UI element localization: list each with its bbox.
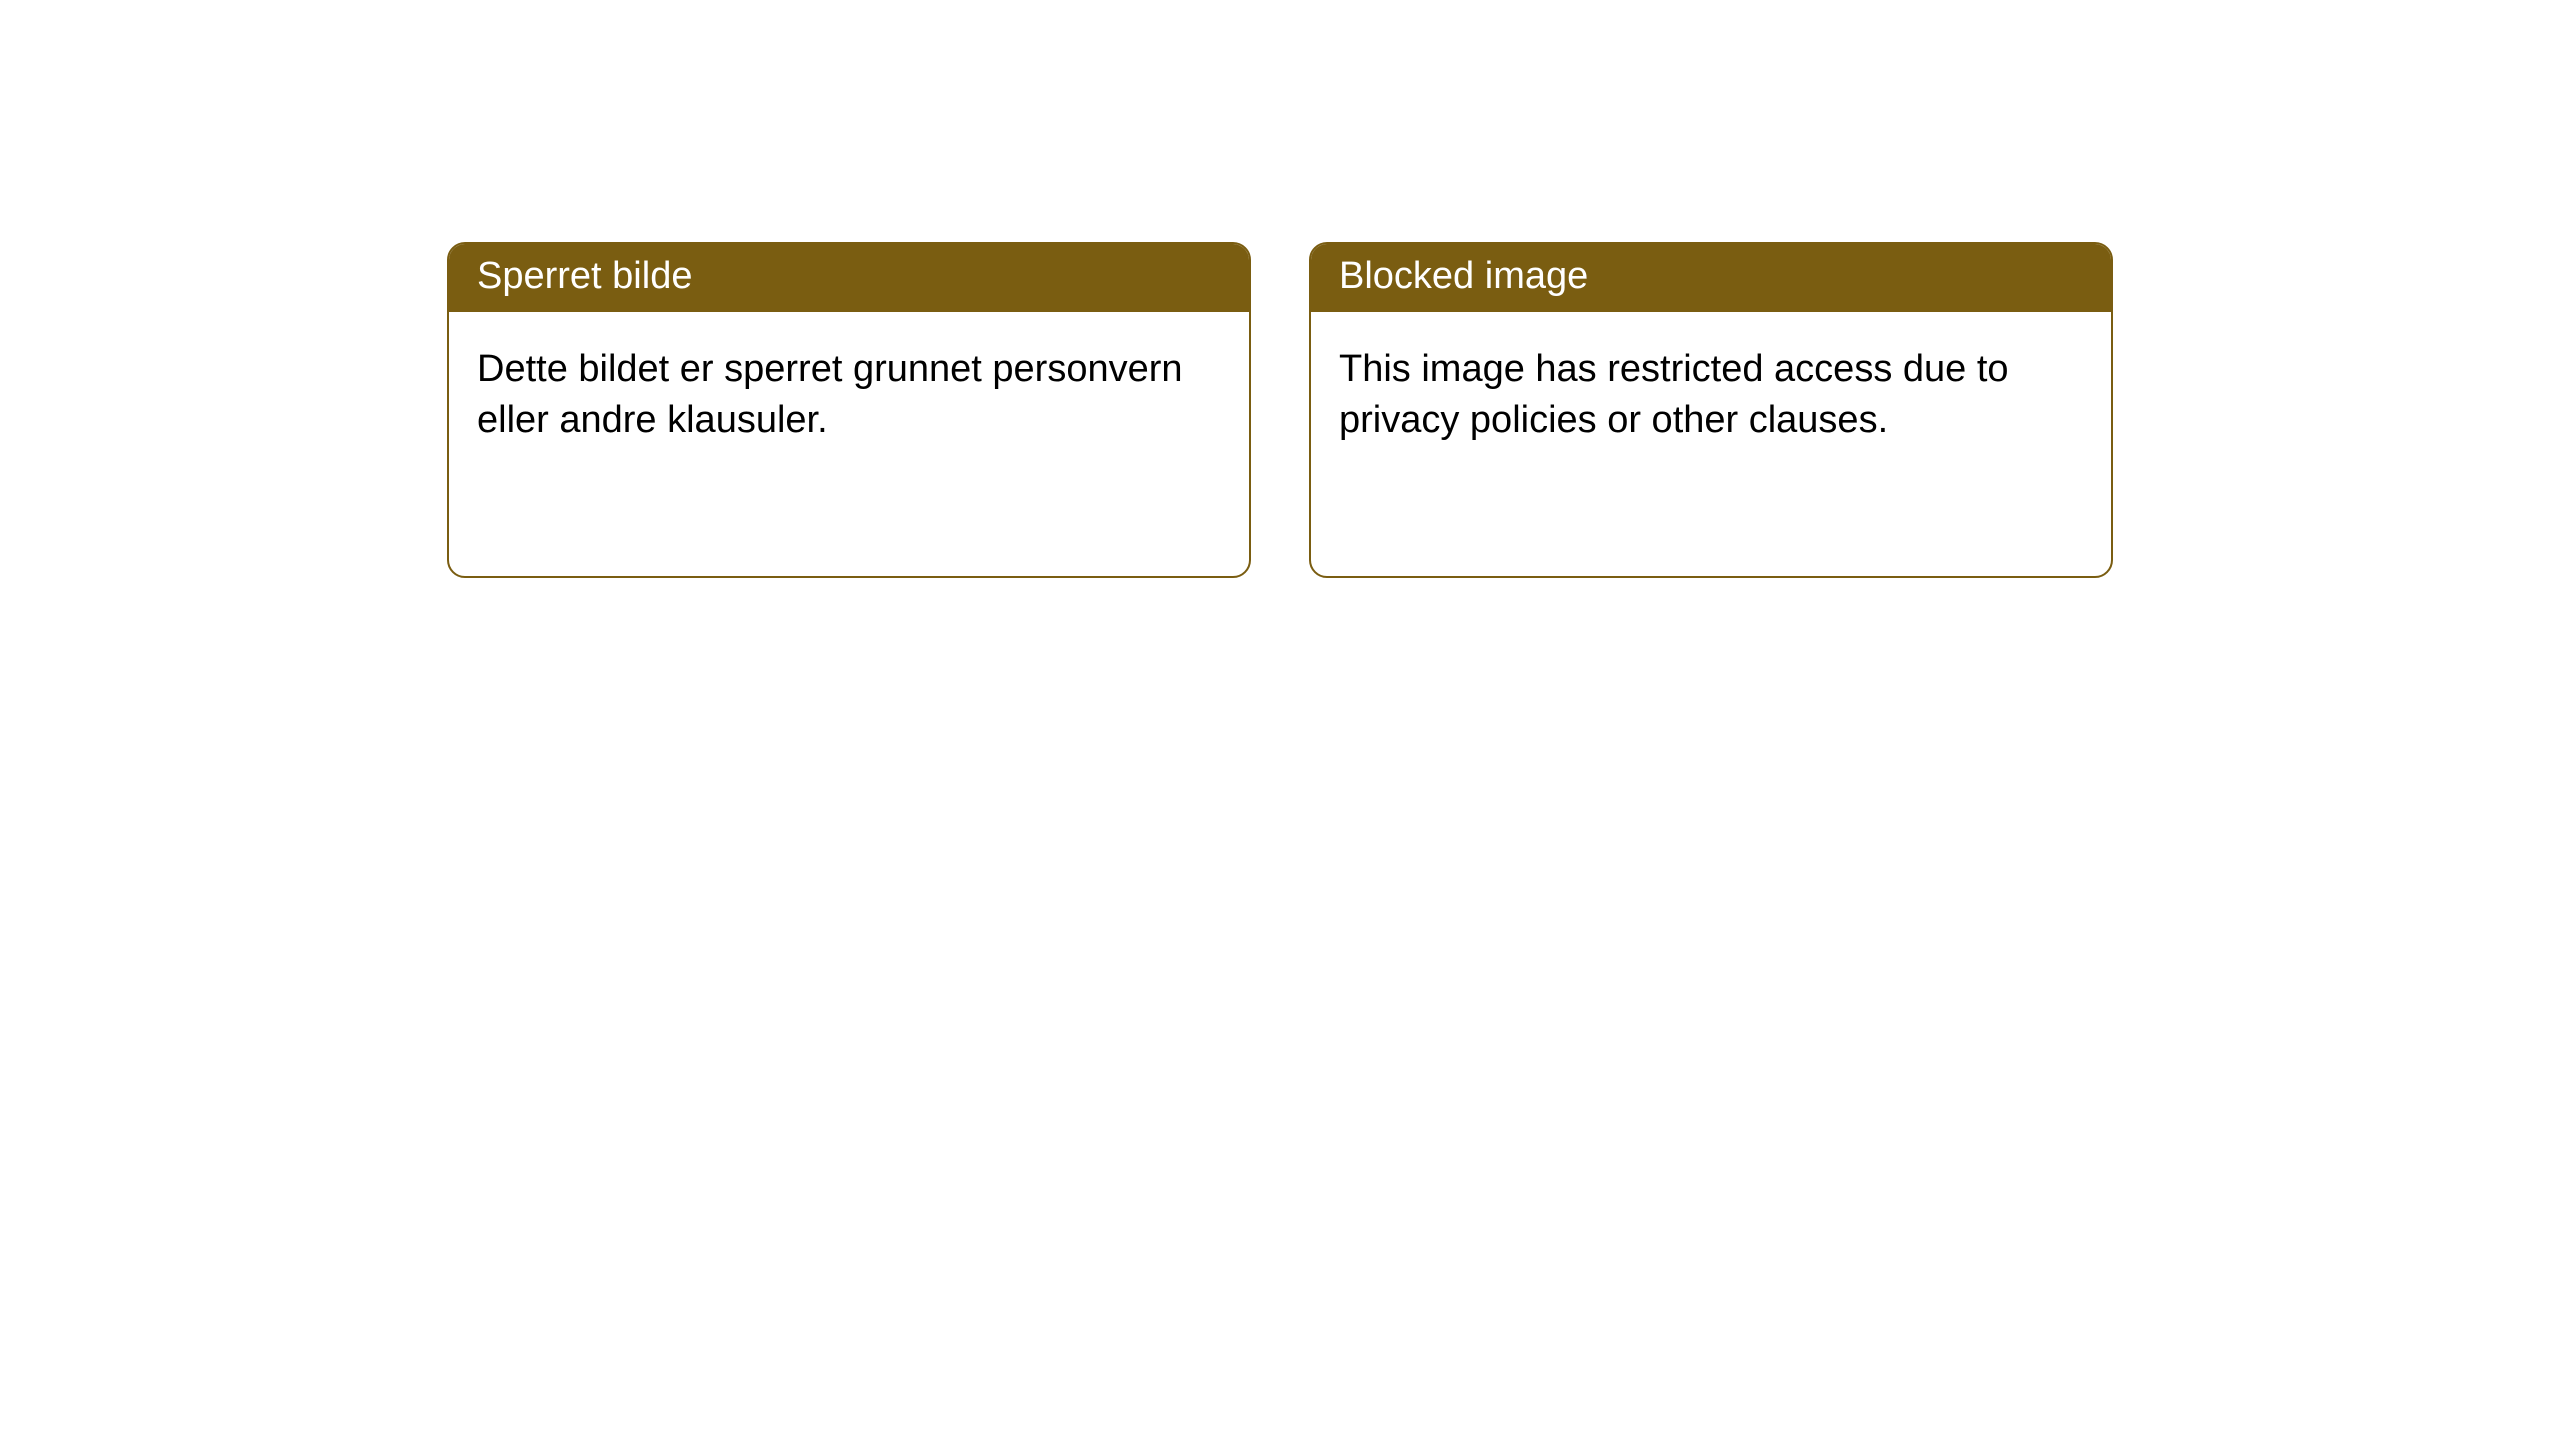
- notice-body-english: This image has restricted access due to …: [1311, 312, 2111, 479]
- notice-header-norwegian: Sperret bilde: [449, 244, 1249, 312]
- notice-card-english: Blocked image This image has restricted …: [1309, 242, 2113, 578]
- notice-body-norwegian: Dette bildet er sperret grunnet personve…: [449, 312, 1249, 479]
- notice-container: Sperret bilde Dette bildet er sperret gr…: [447, 242, 2113, 578]
- notice-header-english: Blocked image: [1311, 244, 2111, 312]
- notice-card-norwegian: Sperret bilde Dette bildet er sperret gr…: [447, 242, 1251, 578]
